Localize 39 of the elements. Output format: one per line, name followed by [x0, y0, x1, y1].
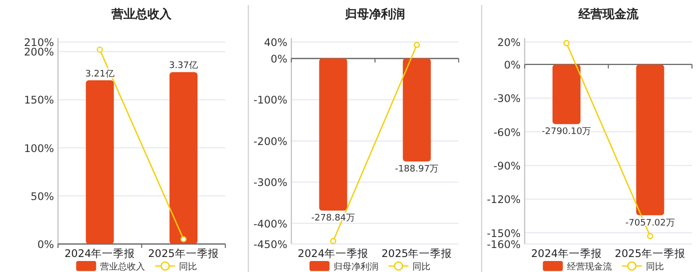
x-tick-label: 2024年一季报	[298, 247, 369, 260]
y-tick-label: -200%	[254, 136, 288, 148]
y-tick-label: -60%	[494, 126, 521, 139]
y-tick-label: -100%	[254, 94, 288, 107]
x-tick-label: 2025年一季报	[381, 247, 452, 260]
y-tick-label: 20%	[497, 37, 521, 49]
y-tick-label: 0%	[270, 53, 288, 66]
legend-label: 同比	[179, 262, 198, 272]
y-tick-label: 40%	[264, 37, 288, 49]
y-tick-label: -160%	[486, 239, 521, 251]
legend-label: 经营现金流	[566, 262, 612, 272]
legend-label: 营业总收入	[100, 262, 146, 272]
y-tick-label: 0%	[504, 59, 521, 72]
y-tick-label: -30%	[494, 93, 521, 106]
y-tick-label: 50%	[30, 190, 54, 203]
y-tick-label: -400%	[254, 218, 288, 230]
y-tick-label: -450%	[254, 239, 288, 251]
y-tick-label: 200%	[24, 46, 54, 59]
y-tick-label: 0%	[37, 239, 54, 251]
y-tick-label: -120%	[486, 194, 521, 206]
y-tick-label: 150%	[24, 94, 54, 107]
y-tick-label: 210%	[24, 37, 54, 49]
data-label: 3.37亿	[168, 60, 198, 72]
legend-label: 归母净利润	[334, 262, 378, 272]
legend-label: 同比	[646, 262, 664, 272]
data-label: -2790.10万	[542, 127, 592, 138]
x-tick-label: 2024年一季报	[531, 247, 602, 260]
legend-label: 同比	[412, 262, 430, 272]
chart-title: 经营现金流	[577, 7, 640, 21]
x-tick-label: 2024年一季报	[64, 247, 136, 260]
x-tick-label: 2025年一季报	[614, 247, 686, 260]
y-tick-label: 100%	[24, 142, 54, 155]
x-tick-label: 2025年一季报	[148, 247, 219, 260]
y-tick-label: -150%	[486, 228, 521, 240]
chart-title: 营业总收入	[110, 7, 173, 21]
y-tick-label: -300%	[254, 177, 288, 190]
chart-title: 归母净利润	[344, 7, 405, 21]
data-label: -188.97万	[394, 164, 439, 175]
y-tick-label: -90%	[494, 160, 521, 172]
